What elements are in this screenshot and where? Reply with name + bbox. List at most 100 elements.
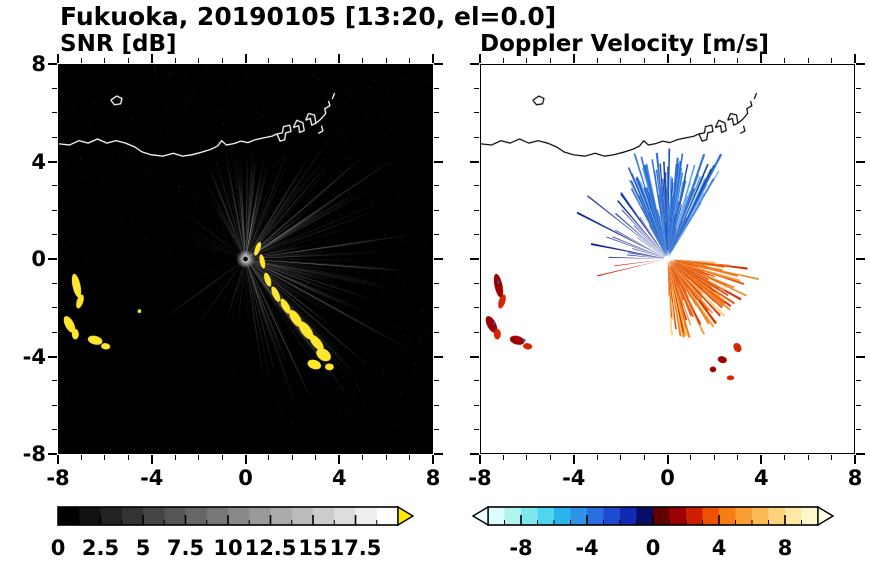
axis-tick [572,54,575,63]
axis-tick [52,185,57,187]
axis-tick [385,455,387,460]
y-tick-label: 0 [31,247,46,271]
axis-tick [244,455,247,464]
velocity-colorbar [471,505,835,531]
x-tick-label: 0 [660,466,675,490]
y-tick-label: -4 [22,344,46,369]
y-tick-label: 8 [31,52,46,76]
axis-tick [362,455,364,460]
axis-tick [856,160,865,163]
axis-tick [854,54,856,63]
axis-tick [643,455,645,460]
axis-tick [620,455,622,460]
axis-tick [315,58,317,63]
axis-tick [434,160,443,163]
axis-tick [549,455,551,460]
axis-tick [268,58,270,63]
axis-tick [434,429,439,431]
axis-tick [502,455,504,460]
axis-tick [784,455,786,460]
axis-tick [596,455,598,460]
axis-tick [434,355,443,358]
axis-tick [104,58,106,63]
axis-tick [474,234,479,236]
axis-tick [104,455,106,460]
axis-tick [470,453,479,455]
axis-tick [549,58,551,63]
axis-tick [150,455,153,464]
velocity-colorbar-label: 4 [711,536,727,560]
axis-tick [856,87,861,89]
axis-tick [474,331,479,333]
snr-colorbar-label: 7.5 [166,536,205,560]
axis-tick [338,455,341,464]
axis-tick [434,282,439,284]
x-tick-label: -8 [468,466,492,490]
axis-tick [52,112,57,114]
axis-tick [474,185,479,187]
axis-tick [470,160,479,163]
axis-tick [434,404,439,406]
axis-tick [150,54,153,63]
axis-tick [48,160,57,163]
axis-tick [80,58,82,63]
axis-tick [856,185,861,187]
axis-tick [856,209,861,211]
axis-tick [434,87,439,89]
axis-tick [52,380,57,382]
axis-tick [57,455,59,464]
figure-title: Fukuoka, 20190105 [13:20, el=0.0] [60,2,557,31]
axis-tick [713,455,715,460]
axis-tick [127,455,129,460]
panel-title-snr: SNR [dB] [60,31,177,57]
axis-tick [362,58,364,63]
y-tick-label: -8 [22,442,46,466]
axis-tick [856,307,861,309]
snr-colorbar-label: 0 [50,536,66,560]
snr-colorbar-label: 10 [213,536,243,560]
axis-tick [432,455,434,464]
snr-colorbar-label: 5 [135,536,151,560]
axis-tick [643,58,645,63]
axis-tick [291,58,293,63]
axis-tick [434,112,439,114]
axis-tick [856,355,865,358]
axis-tick [434,209,439,211]
y-tick-label: 4 [31,149,46,174]
axis-tick [52,234,57,236]
axis-tick [52,87,57,89]
axis-tick [338,54,341,63]
snr-plot-area [58,64,433,454]
axis-tick [856,63,865,65]
velocity-colorbar-label: -8 [509,536,533,560]
axis-tick [854,455,856,464]
axis-tick [127,58,129,63]
axis-tick [434,234,439,236]
x-tick-label: 8 [847,466,863,490]
axis-tick [52,307,57,309]
axis-tick [807,58,809,63]
axis-tick [52,404,57,406]
axis-tick [221,455,223,460]
axis-tick [434,258,443,260]
velocity-colorbar-label: 0 [645,536,661,560]
snr-colorbar-label: 17.5 [329,536,382,560]
panel-title-velocity: Doppler Velocity [m/s] [480,31,770,57]
axis-tick [474,282,479,284]
axis-tick [784,58,786,63]
axis-tick [434,307,439,309]
axis-tick [856,331,861,333]
axis-tick [856,380,861,382]
axis-tick [856,282,861,284]
axis-tick [474,429,479,431]
axis-tick [596,58,598,63]
axis-tick [470,63,479,65]
x-tick-label: -4 [562,466,586,490]
axis-tick [432,54,434,63]
snr-colorbar-label: 12.5 [244,536,297,560]
axis-tick [434,380,439,382]
axis-tick [474,209,479,211]
axis-tick [315,455,317,460]
axis-tick [502,58,504,63]
